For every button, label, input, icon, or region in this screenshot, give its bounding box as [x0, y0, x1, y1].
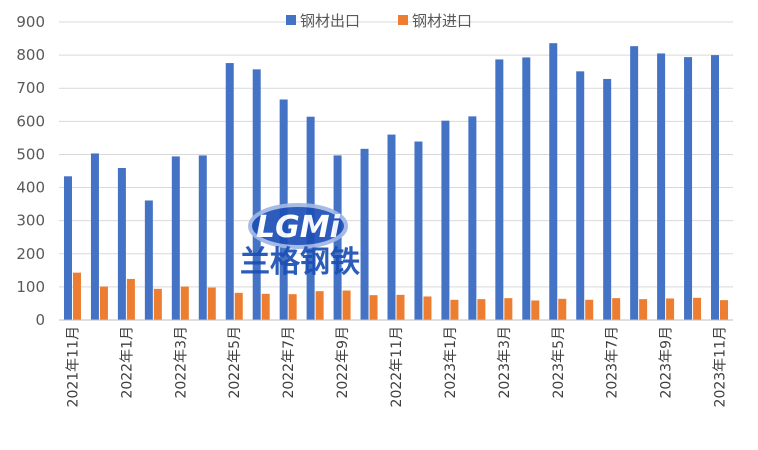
- y-tick-label: 0: [35, 311, 45, 329]
- bar-import-17: [531, 300, 540, 320]
- bar-import-0: [72, 272, 81, 320]
- x-tick-label: 2022年5月: [227, 326, 243, 399]
- bar-import-7: [261, 293, 270, 320]
- legend-label-export: 钢材出口: [300, 12, 360, 30]
- bar-export-14: [441, 120, 450, 320]
- watermark-ellipse: [248, 203, 348, 249]
- x-tick-label: 2023年5月: [551, 326, 567, 399]
- y-tick-label: 700: [16, 79, 45, 97]
- bar-export-12: [387, 134, 396, 320]
- y-axis-ticks: 0 100 200 300 400 500 600 700 800 900: [16, 13, 45, 329]
- bar-import-24: [720, 300, 729, 320]
- y-tick-label: 500: [16, 145, 45, 163]
- watermark-cn-text: 兰格钢铁: [240, 245, 360, 280]
- bar-export-7: [252, 69, 261, 320]
- bar-export-5: [198, 155, 207, 320]
- x-tick-label: 2022年3月: [173, 326, 189, 399]
- y-tick-label: 300: [16, 212, 45, 230]
- bar-import-9: [315, 291, 324, 320]
- watermark-logo: LGMi 兰格钢铁: [240, 203, 360, 280]
- bar-import-1: [99, 286, 108, 320]
- bar-import-6: [234, 292, 243, 320]
- y-tick-label: 200: [16, 245, 45, 263]
- bar-import-21: [639, 299, 648, 320]
- bar-export-22: [657, 53, 666, 320]
- bar-import-23: [693, 297, 702, 320]
- bar-import-14: [450, 299, 459, 320]
- bar-import-8: [288, 294, 297, 320]
- x-tick-label: 2022年9月: [335, 326, 351, 399]
- bar-export-15: [468, 116, 477, 320]
- bar-import-22: [666, 298, 675, 320]
- legend: 钢材出口 钢材进口: [286, 12, 472, 30]
- x-tick-label: 2021年11月: [65, 326, 81, 407]
- bar-export-3: [144, 200, 153, 320]
- bar-export-13: [414, 141, 423, 320]
- bar-import-4: [180, 286, 189, 320]
- bar-export-4: [171, 156, 180, 320]
- x-tick-label: 2022年1月: [119, 326, 135, 399]
- bar-import-20: [612, 298, 621, 320]
- x-tick-label: 2022年11月: [389, 326, 405, 407]
- bar-import-2: [126, 278, 135, 320]
- bar-import-15: [477, 299, 486, 320]
- bar-export-16: [495, 59, 504, 320]
- bar-export-17: [522, 57, 531, 320]
- bar-export-21: [630, 46, 639, 320]
- bar-import-19: [585, 299, 594, 320]
- bar-export-20: [603, 78, 612, 320]
- y-tick-label: 600: [16, 112, 45, 130]
- bar-export-18: [549, 43, 558, 321]
- bar-export-1: [90, 153, 99, 320]
- bar-import-5: [207, 287, 216, 320]
- bar-export-19: [576, 71, 585, 320]
- bar-import-10: [342, 290, 351, 320]
- legend-label-import: 钢材进口: [412, 12, 472, 30]
- bar-import-3: [153, 288, 162, 320]
- x-tick-label: 2023年9月: [659, 326, 675, 399]
- y-tick-label: 900: [16, 13, 45, 31]
- legend-swatch-export: [286, 15, 296, 25]
- y-tick-label: 400: [16, 179, 45, 197]
- bar-export-23: [684, 57, 693, 320]
- gridlines: [59, 21, 733, 288]
- bar-import-16: [504, 298, 513, 320]
- bar-export-11: [360, 148, 369, 320]
- legend-swatch-import: [398, 15, 408, 25]
- bar-export-6: [225, 63, 234, 321]
- y-tick-label: 800: [16, 46, 45, 64]
- bars: [63, 43, 729, 321]
- bar-export-2: [117, 168, 126, 320]
- bar-export-24: [711, 55, 720, 320]
- bar-import-13: [423, 296, 432, 320]
- x-axis-ticks: 2021年11月 2022年1月 2022年3月 2022年5月 2022年7月 2022…: [65, 326, 728, 407]
- x-tick-label: 2022年7月: [281, 326, 297, 399]
- watermark-logo-text: LGMi: [256, 210, 341, 245]
- bar-import-18: [558, 298, 567, 320]
- x-tick-label: 2023年1月: [443, 326, 459, 399]
- x-tick-label: 2023年11月: [713, 326, 729, 407]
- bar-import-12: [396, 294, 405, 320]
- bar-import-11: [369, 295, 378, 320]
- bar-export-0: [63, 176, 72, 320]
- x-tick-label: 2023年7月: [605, 326, 621, 399]
- x-tick-label: 2023年3月: [497, 326, 513, 399]
- y-tick-label: 100: [16, 278, 45, 296]
